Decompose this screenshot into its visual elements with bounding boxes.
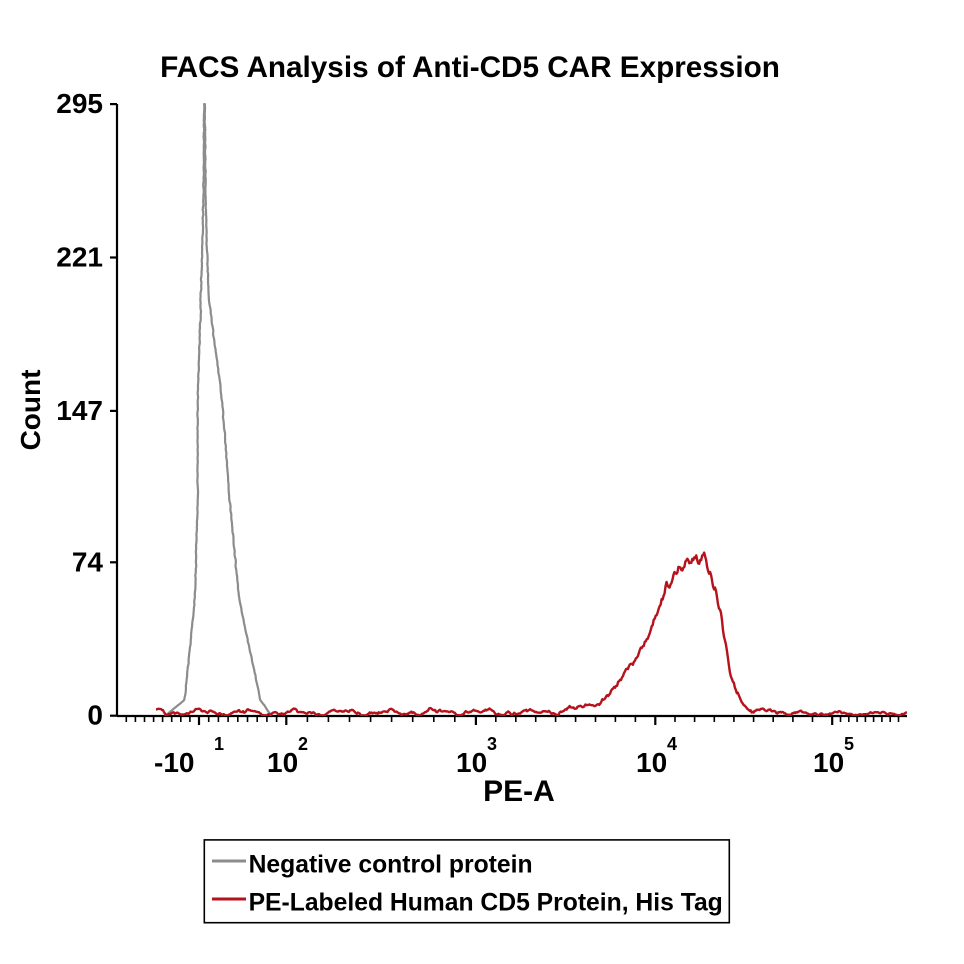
- svg-text:Negative control protein: Negative control protein: [249, 852, 533, 879]
- svg-text:5: 5: [844, 734, 854, 754]
- svg-text:-10: -10: [154, 747, 194, 778]
- svg-text:221: 221: [56, 242, 103, 273]
- svg-text:3: 3: [487, 734, 497, 754]
- svg-text:Count: Count: [15, 370, 46, 451]
- svg-text:4: 4: [667, 734, 677, 754]
- svg-text:1: 1: [214, 734, 224, 754]
- svg-text:PE-Labeled Human CD5 Protein,: PE-Labeled Human CD5 Protein, His Tag: [249, 890, 723, 917]
- svg-text:PE-A: PE-A: [483, 775, 555, 808]
- svg-text:10: 10: [456, 747, 487, 778]
- svg-text:10: 10: [813, 747, 844, 778]
- svg-text:74: 74: [72, 546, 104, 577]
- svg-text:10: 10: [636, 747, 667, 778]
- svg-text:10: 10: [267, 747, 298, 778]
- svg-text:0: 0: [87, 700, 103, 731]
- svg-text:2: 2: [298, 734, 308, 754]
- svg-text:147: 147: [56, 395, 103, 426]
- svg-text:295: 295: [56, 88, 103, 119]
